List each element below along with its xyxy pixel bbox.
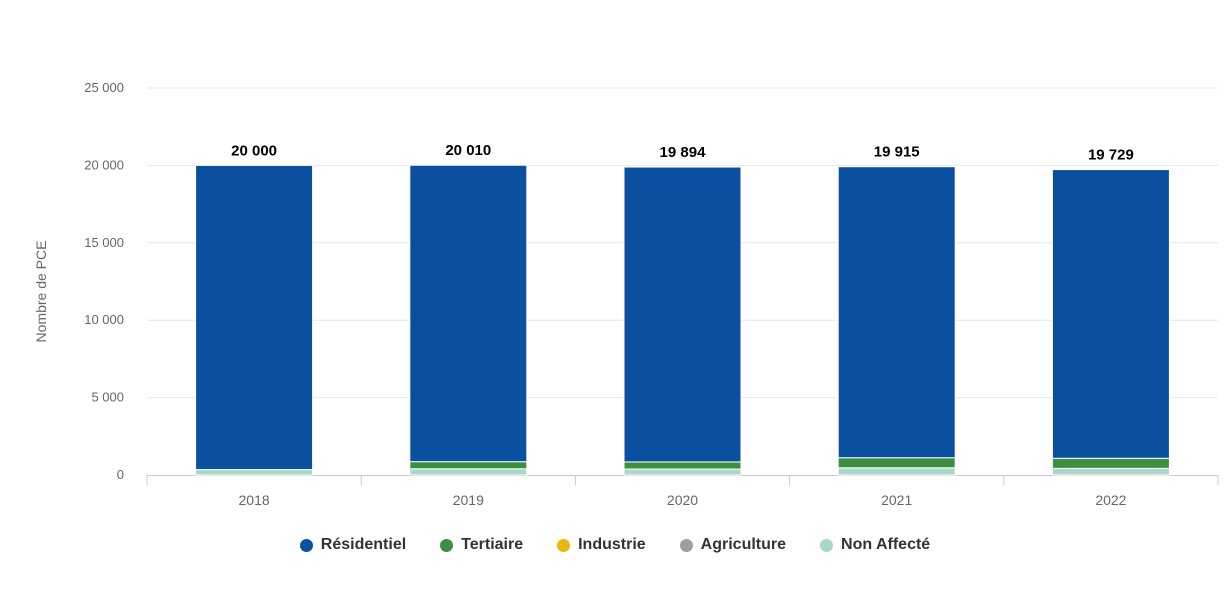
legend-label: Résidentiel [320,536,407,553]
bar-segment [409,468,528,476]
legend-marker-non-affecte [820,538,834,552]
legend-label: Industrie [578,536,646,553]
bar-segment [409,461,528,470]
legend-item-industrie[interactable]: Industrie [557,536,646,554]
legend-marker-residentiel [299,538,313,552]
legend-item-residentiel[interactable]: Résidentiel [299,536,407,554]
x-tick-label: 2019 [453,492,484,508]
total-data-label: 19 729 [1088,147,1134,164]
x-tick-label: 2018 [239,492,270,508]
legend-marker-agriculture [679,538,693,552]
legend-label: Tertiaire [461,536,524,553]
bar-segment [409,164,528,463]
bar-segment [1051,457,1170,469]
x-tick-label: 2020 [667,492,698,508]
legend-marker-industrie [557,538,571,552]
bar-segment [1051,169,1170,459]
bar-segment [623,166,742,463]
x-tick-label: 2021 [881,492,912,508]
bar-segment [623,461,742,470]
total-data-label: 20 000 [231,142,277,159]
y-axis-title: Nombre de PCE [33,241,49,343]
bar-segment [195,469,314,476]
total-data-label: 20 010 [445,142,491,159]
legend-item-agriculture[interactable]: Agriculture [679,536,787,554]
bar-segment [195,164,314,471]
legend-label: Agriculture [700,536,787,553]
bar-segment [623,468,742,476]
bar-segment [837,467,956,476]
bar-segment [837,166,956,459]
legend: Résidentiel Tertiaire Industrie Agricult… [0,536,1230,554]
legend-item-tertiaire[interactable]: Tertiaire [440,536,523,554]
total-data-label: 19 915 [874,144,920,161]
legend-label: Non Affecté [841,536,931,553]
y-tick-label: 25 000 [84,80,124,95]
bar-segment [1051,467,1170,476]
y-tick-label: 20 000 [84,157,124,172]
legend-marker-tertiaire [440,538,454,552]
y-tick-label: 0 [117,467,124,482]
bar-segment [837,457,956,469]
x-tick-label: 2022 [1095,492,1126,508]
y-tick-label: 10 000 [84,312,124,327]
y-tick-label: 15 000 [84,235,124,250]
y-tick-label: 5 000 [91,390,124,405]
total-data-label: 19 894 [660,144,707,161]
legend-item-non-affecte[interactable]: Non Affecté [820,536,930,554]
